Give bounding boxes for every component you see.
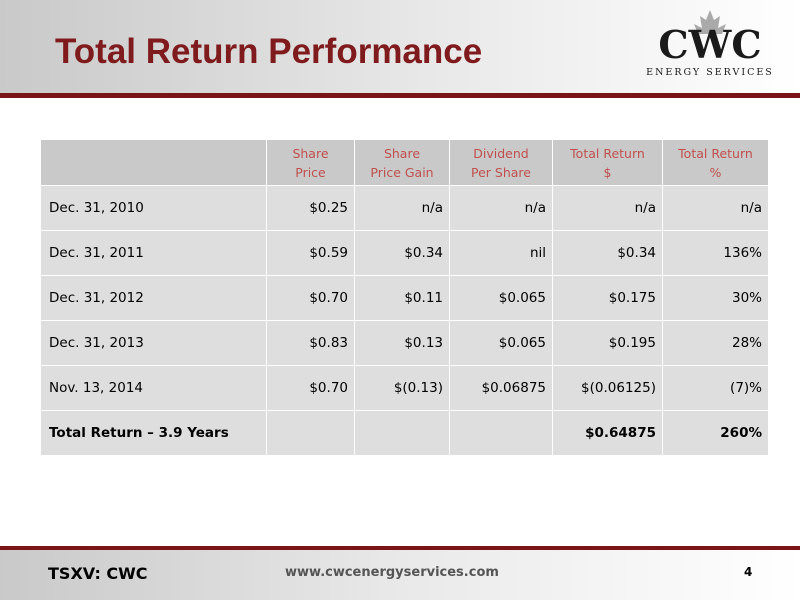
table-row: Nov. 13, 2014 $0.70 $(0.13) $0.06875 $(0.061…: [40, 365, 769, 411]
header-line: Share: [383, 145, 421, 161]
maple-leaf: [694, 10, 726, 34]
row-label: Dec. 31, 2013: [40, 320, 267, 366]
table-row: Dec. 31, 2011 $0.59 $0.34 nil $0.34 136%: [40, 230, 769, 276]
cell: $0.34: [552, 230, 663, 276]
row-label: Dec. 31, 2011: [40, 230, 267, 276]
cell: (7)%: [662, 365, 769, 411]
cell: 28%: [662, 320, 769, 366]
row-label: Dec. 31, 2012: [40, 275, 267, 321]
table-row: Dec. 31, 2013 $0.83 $0.13 $0.065 $0.195 28%: [40, 320, 769, 366]
header-line: Price Gain: [370, 164, 434, 180]
cell: $0.25: [266, 185, 355, 231]
header-line: Total Return: [678, 145, 753, 161]
cell: $0.34: [354, 230, 450, 276]
cell: [449, 410, 553, 456]
cell: n/a: [662, 185, 769, 231]
header-cell: Share Price: [266, 139, 355, 186]
row-label: Nov. 13, 2014: [40, 365, 267, 411]
cell: 260%: [662, 410, 769, 456]
cell: $0.64875: [552, 410, 663, 456]
cell: $0.13: [354, 320, 450, 366]
logo-tagline: ENERGY SERVICES: [646, 67, 774, 78]
cell: $0.83: [266, 320, 355, 366]
row-label: Total Return – 3.9 Years: [40, 410, 267, 456]
header-band: [0, 0, 800, 93]
table-row: Dec. 31, 2012 $0.70 $0.11 $0.065 $0.175 30%: [40, 275, 769, 321]
header-line: %: [709, 164, 722, 180]
cell: nil: [449, 230, 553, 276]
page-number: 4: [744, 565, 753, 579]
returns-table: Share Price Share Price Gain Dividend Per Sha…: [40, 139, 769, 456]
row-label: Dec. 31, 2010: [40, 185, 267, 231]
footer-band: [0, 550, 800, 600]
header-row: Share Price Share Price Gain Dividend Per Sha…: [40, 139, 769, 186]
header-line: Dividend: [473, 145, 529, 161]
header-cell: Dividend Per Share: [449, 139, 553, 186]
cell: $0.06875: [449, 365, 553, 411]
header-line: Per Share: [471, 164, 531, 180]
slide-title: Total Return Performance: [55, 32, 483, 71]
cell: $0.11: [354, 275, 450, 321]
cell: $(0.06125): [552, 365, 663, 411]
cell: $0.195: [552, 320, 663, 366]
cell: [266, 410, 355, 456]
cell: n/a: [354, 185, 450, 231]
header-line: Total Return: [570, 145, 645, 161]
footer-rule: [0, 546, 800, 550]
cell: $0.065: [449, 320, 553, 366]
table-row: Total Return – 3.9 Years $0.64875 260%: [40, 410, 769, 456]
logo-name: CWC: [658, 22, 761, 67]
cell: $0.70: [266, 365, 355, 411]
header-cell: Total Return%: [662, 139, 769, 186]
cell: 136%: [662, 230, 769, 276]
cell: $0.065: [449, 275, 553, 321]
cell: $0.175: [552, 275, 663, 321]
header-line: Price: [295, 164, 326, 180]
cell: $0.70: [266, 275, 355, 321]
ticker: TSXV: CWC: [48, 564, 148, 583]
header-line: $: [603, 164, 612, 180]
header-cell: Share Price Gain: [354, 139, 450, 186]
cell: [354, 410, 450, 456]
header-cell: Total Return $: [552, 139, 663, 186]
cell: 30%: [662, 275, 769, 321]
website: www.cwcenergyservices.com: [285, 565, 499, 580]
cell: $0.59: [266, 230, 355, 276]
header-rule: [0, 93, 800, 98]
cell: n/a: [449, 185, 553, 231]
table-row: Dec. 31, 2010 $0.25 n/a n/a n/a n/a: [40, 185, 769, 231]
cell: n/a: [552, 185, 663, 231]
header-cell: [40, 139, 267, 186]
header-line: Share: [292, 145, 329, 161]
logo: CWC ENERGY SERVICES: [646, 10, 774, 78]
cell: $(0.13): [354, 365, 450, 411]
